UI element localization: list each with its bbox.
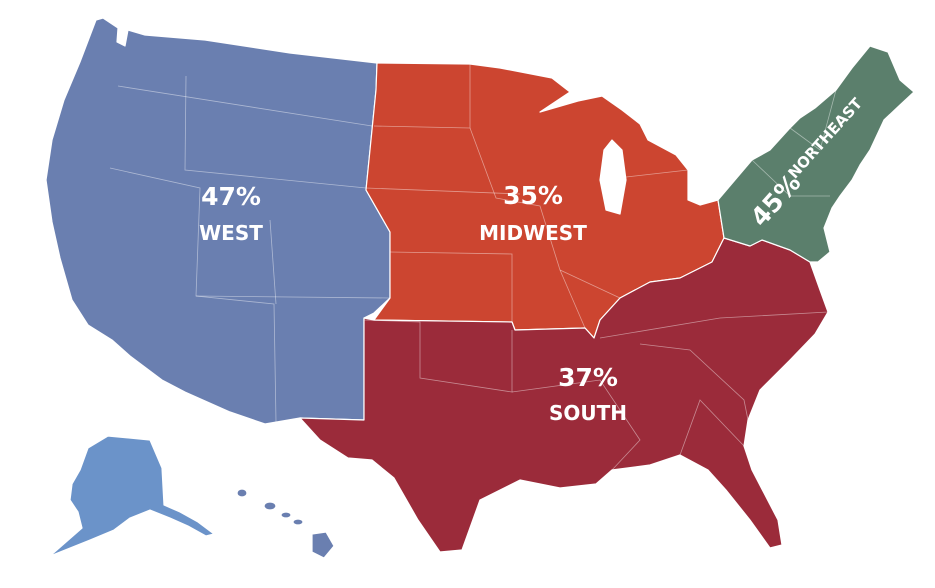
lake-michigan xyxy=(600,140,626,214)
west-percent: 47% xyxy=(201,182,261,211)
south-label: 37% SOUTH xyxy=(549,363,627,425)
south-name: SOUTH xyxy=(549,401,627,425)
west-name: WEST xyxy=(199,221,263,245)
region-northeast[interactable] xyxy=(717,45,915,263)
state-borders xyxy=(109,64,837,471)
region-south[interactable] xyxy=(299,237,829,553)
west-label: 47% WEST xyxy=(199,182,263,245)
midwest-percent: 35% xyxy=(503,181,563,210)
region-hawaii[interactable] xyxy=(236,488,335,559)
midwest-name: MIDWEST xyxy=(479,221,587,245)
region-alaska[interactable] xyxy=(49,435,215,557)
south-percent: 37% xyxy=(558,363,618,392)
midwest-label: 35% MIDWEST xyxy=(479,181,587,245)
